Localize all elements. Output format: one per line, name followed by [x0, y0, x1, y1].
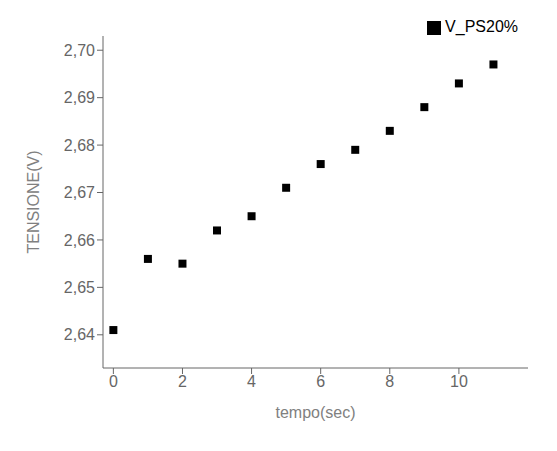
svg-text:10: 10 — [450, 373, 468, 390]
svg-text:2,65: 2,65 — [64, 279, 95, 296]
svg-text:2,66: 2,66 — [64, 232, 95, 249]
html-text:V_PS20%: V_PS20% — [445, 18, 518, 35]
svg-text:tempo(sec): tempo(sec) — [275, 404, 355, 421]
svg-text:4: 4 — [247, 373, 256, 390]
svg-text:2,64: 2,64 — [64, 326, 95, 343]
svg-text:2,67: 2,67 — [64, 184, 95, 201]
svg-text:2,68: 2,68 — [64, 137, 95, 154]
svg-text:2,70: 2,70 — [64, 42, 95, 59]
svg-text:TENSIONE(V): TENSIONE(V) — [25, 150, 42, 253]
svg-text:2: 2 — [178, 373, 187, 390]
svg-text:2,69: 2,69 — [64, 89, 95, 106]
svg-text:6: 6 — [316, 373, 325, 390]
svg-text:0: 0 — [109, 373, 118, 390]
svg-text:8: 8 — [385, 373, 394, 390]
